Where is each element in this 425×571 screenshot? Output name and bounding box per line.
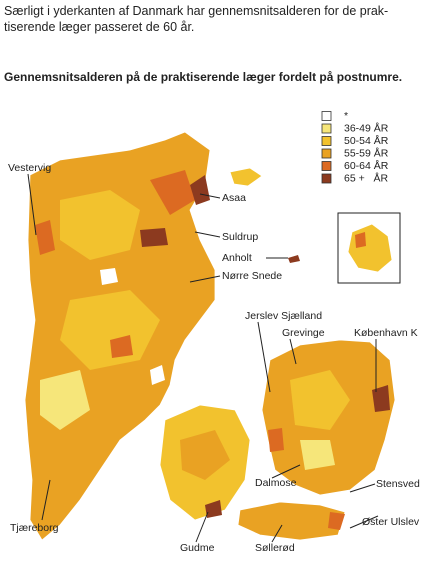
anholt xyxy=(288,255,300,263)
place-label: Øster Ulslev xyxy=(362,516,420,528)
legend-swatch xyxy=(321,173,332,184)
place-label: Asaa xyxy=(222,192,246,204)
legend-label: 60-64 ÅR xyxy=(344,159,389,172)
legend-label: 55-59 ÅR xyxy=(344,146,389,159)
legend-swatch xyxy=(321,136,332,146)
place-label: København K xyxy=(354,327,418,339)
legend-swatch xyxy=(321,123,332,134)
legend-swatch xyxy=(321,161,332,171)
place-label: Anholt xyxy=(222,252,252,264)
legend-label: 65 + ÅR xyxy=(344,171,388,184)
legend-label: 50-54 ÅR xyxy=(344,134,389,147)
place-label: Nørre Snede xyxy=(222,270,282,282)
place-label: Søllerød xyxy=(255,542,295,554)
place-label: Suldrup xyxy=(222,231,258,243)
place-label: Vestervig xyxy=(8,162,51,174)
zealand xyxy=(237,339,396,541)
place-label: Grevinge xyxy=(282,327,325,339)
legend-label: 36-49 ÅR xyxy=(344,121,389,134)
header-line: tiserende læger passeret de 60 år. xyxy=(4,20,195,34)
jutland xyxy=(24,131,263,541)
place-label: Jerslev Sjælland xyxy=(245,310,322,322)
place-label: Stensved xyxy=(376,478,420,490)
subtitle: Gennemsnitsalderen på de praktiserende l… xyxy=(4,70,403,84)
legend-swatch xyxy=(321,111,332,121)
leader-lines xyxy=(27,173,379,543)
header-line: Særligt i yderkanten af Danmark har genn… xyxy=(4,4,389,18)
place-label: Tjæreborg xyxy=(10,522,59,534)
place-label: Dalmose xyxy=(255,477,297,489)
funen xyxy=(159,404,251,521)
legend-label: * xyxy=(344,110,348,122)
legend-swatch xyxy=(321,148,332,159)
bornholm-inset xyxy=(337,212,401,284)
place-label: Gudme xyxy=(180,542,215,554)
